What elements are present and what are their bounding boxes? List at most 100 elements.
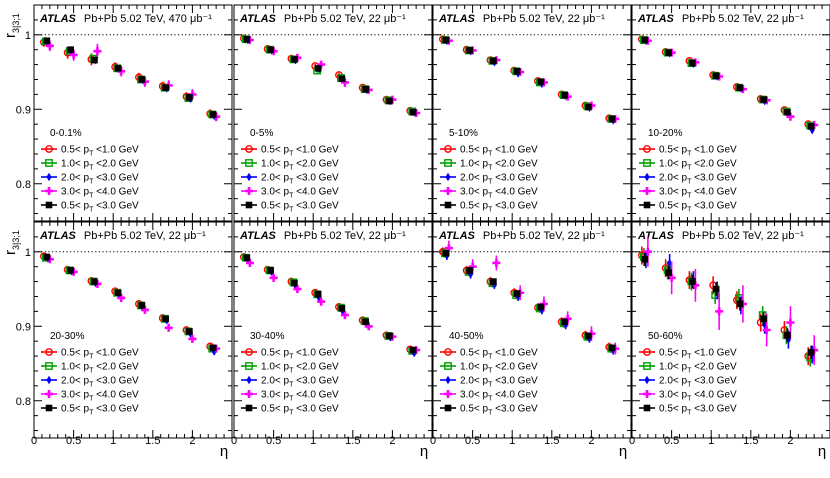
legend-text-pre: 0.5< p: [659, 201, 688, 212]
data-point: [362, 318, 369, 326]
data-point: [245, 258, 254, 267]
data-point: [293, 285, 302, 294]
data-point: [561, 318, 568, 326]
data-point: [736, 84, 744, 91]
legend-text-pre: 0.5< p: [460, 145, 489, 156]
legend-text-post: <2.0 GeV: [293, 159, 339, 170]
data-point: [513, 290, 521, 297]
legend-text-pre: 2.0< p: [659, 173, 688, 184]
panel-header: ATLAS Pb+Pb 5.02 TeV, 470 μb⁻¹: [39, 13, 212, 25]
legend-text-pre: 0.5< p: [460, 348, 489, 359]
legend-text-post: <3.0 GeV: [691, 201, 737, 212]
legend-text-pre: 1.0< p: [261, 159, 290, 170]
data-points: [239, 253, 421, 358]
atlas-label: ATLAS: [239, 13, 277, 25]
data-point: [736, 300, 744, 308]
legend-text-post: <4.0 GeV: [293, 390, 339, 401]
data-point: [641, 255, 649, 263]
data-point: [43, 253, 51, 261]
legend-text-pre: 3.0< p: [659, 390, 688, 401]
legend-text-sub: T: [488, 165, 493, 172]
legend-text-post: <2.0 GeV: [293, 362, 339, 373]
legend-entry: 1.0< pT <2.0 GeV: [460, 362, 538, 375]
centrality-label: 5-10%: [449, 128, 478, 139]
legend-marker: [46, 172, 52, 182]
panel-frame: [33, 4, 233, 222]
x-tick-label: 1: [310, 435, 316, 447]
data-points: [39, 37, 221, 122]
legend-text-post: <3.0 GeV: [691, 173, 737, 184]
centrality-label: 0-5%: [250, 128, 273, 139]
legend-entry: 2.0< pT <3.0 GeV: [659, 173, 737, 186]
y-tick-label: 1: [25, 247, 31, 259]
x-tick-label: 1.5: [345, 435, 360, 447]
legend-marker: [246, 172, 252, 182]
legend-text-sub: T: [488, 207, 493, 214]
legend-text-sub: T: [289, 207, 294, 214]
legend-marker: [643, 362, 651, 370]
legend-text-post: <1.0 GeV: [691, 145, 737, 156]
legend-text-sub: T: [289, 193, 294, 200]
data-point: [466, 267, 473, 274]
legend-entry: 3.0< pT <4.0 GeV: [61, 390, 139, 403]
legend-entry: 1.0< pT <2.0 GeV: [659, 362, 737, 375]
legend-text-pre: 0.5< p: [61, 201, 90, 212]
centrality-label: 30-40%: [250, 331, 285, 342]
legend-marker: [45, 404, 53, 412]
legend-text-post: <2.0 GeV: [492, 362, 538, 373]
legend-text-post: <3.0 GeV: [492, 173, 538, 184]
legend-text-post: <3.0 GeV: [93, 404, 139, 415]
legend-text-pre: 0.5< p: [61, 145, 90, 156]
legend-text-post: <3.0 GeV: [93, 201, 139, 212]
data-points: [637, 236, 819, 367]
legend-marker: [45, 348, 53, 356]
data-point: [188, 334, 197, 343]
legend-text-sub: T: [89, 165, 94, 172]
legend-text-sub: T: [89, 368, 94, 375]
centrality-label: 0-0.1%: [50, 128, 82, 139]
data-point: [114, 65, 122, 72]
y-axis-subscript: 3|3;1: [11, 230, 21, 250]
legend-text-sub: T: [289, 151, 294, 158]
data-point: [807, 349, 815, 356]
x-tick-label: 1: [708, 435, 714, 447]
legend-text-pre: 1.0< p: [460, 362, 489, 373]
legend-text-sub: T: [289, 396, 294, 403]
legend-text-pre: 2.0< p: [460, 376, 489, 387]
data-point: [43, 37, 51, 45]
legend-entry: 3.0< pT <4.0 GeV: [659, 390, 737, 403]
data-point: [561, 91, 568, 99]
panel-frame: [33, 221, 233, 439]
legend-text-sub: T: [289, 368, 294, 375]
legend-text-pre: 1.0< p: [61, 159, 90, 170]
legend-text-post: <2.0 GeV: [492, 159, 538, 170]
legend-entry: 3.0< pT <4.0 GeV: [261, 390, 339, 403]
data-point: [209, 111, 217, 118]
legend-text-post: <3.0 GeV: [293, 173, 339, 184]
panel-8: ATLAS Pb+Pb 5.02 TeV, 22 μb⁻¹ 50-60% 0.5< p…: [631, 221, 830, 439]
panel-header: ATLAS Pb+Pb 5.02 TeV, 22 μb⁻¹: [438, 230, 605, 242]
data-point: [689, 278, 696, 285]
legend-entry: 2.0< pT <3.0 GeV: [261, 376, 339, 389]
x-tick-label: 1.5: [544, 435, 559, 447]
x-tick-label: 0.5: [664, 435, 679, 447]
legend-marker: [245, 348, 253, 356]
data-point: [338, 75, 346, 83]
data-point: [164, 323, 173, 332]
data-point: [784, 108, 791, 116]
legend-entry: 0.5< pT <1.0 GeV: [61, 348, 139, 361]
legend-entry: 1.0< pT <2.0 GeV: [61, 159, 139, 172]
x-axis-title: η: [220, 443, 228, 460]
legend-text-pre: 0.5< p: [659, 348, 688, 359]
legend-marker: [444, 145, 452, 153]
legend-text-post: <3.0 GeV: [691, 376, 737, 387]
legend-text-pre: 0.5< p: [61, 348, 90, 359]
data-point: [316, 293, 322, 303]
data-point: [114, 289, 122, 297]
legend-entry: 0.5< pT <3.0 GeV: [61, 201, 139, 214]
legend-text-post: <1.0 GeV: [93, 145, 139, 156]
dataset-label: Pb+Pb 5.02 TeV, 22 μb⁻¹: [682, 230, 804, 242]
legend-entry: 0.5< pT <1.0 GeV: [460, 348, 538, 361]
centrality-label: 20-30%: [50, 331, 85, 342]
legend-text-pre: 3.0< p: [261, 187, 290, 198]
